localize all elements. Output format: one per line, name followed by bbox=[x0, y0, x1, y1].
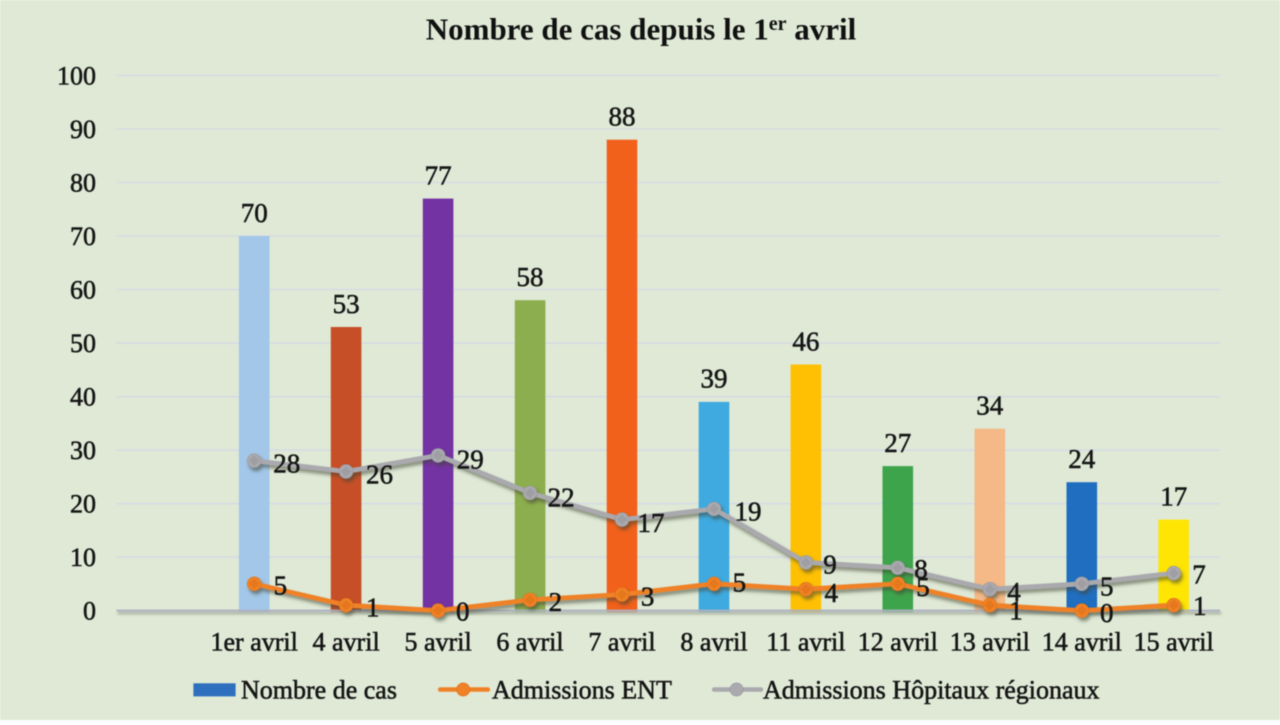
svg-text:17: 17 bbox=[638, 508, 665, 538]
svg-text:11 avril: 11 avril bbox=[766, 628, 845, 657]
svg-text:5: 5 bbox=[916, 572, 930, 602]
svg-text:46: 46 bbox=[792, 326, 819, 356]
svg-text:58: 58 bbox=[517, 262, 544, 292]
svg-text:3: 3 bbox=[641, 581, 655, 611]
svg-text:0: 0 bbox=[83, 597, 96, 626]
svg-text:50: 50 bbox=[70, 329, 96, 358]
svg-text:9: 9 bbox=[823, 549, 837, 579]
svg-text:Nombre de cas: Nombre de cas bbox=[241, 676, 397, 705]
svg-text:1: 1 bbox=[366, 592, 380, 622]
svg-text:7: 7 bbox=[1192, 559, 1206, 589]
svg-text:70: 70 bbox=[70, 222, 96, 251]
svg-text:60: 60 bbox=[70, 276, 96, 305]
svg-text:17: 17 bbox=[1160, 481, 1187, 511]
svg-text:12 avril: 12 avril bbox=[858, 628, 938, 657]
svg-text:26: 26 bbox=[366, 460, 393, 490]
svg-text:1: 1 bbox=[1009, 595, 1023, 625]
svg-text:10: 10 bbox=[70, 543, 96, 572]
svg-text:90: 90 bbox=[70, 115, 96, 144]
svg-text:34: 34 bbox=[976, 391, 1004, 421]
svg-text:7 avril: 7 avril bbox=[588, 628, 655, 657]
svg-text:8 avril: 8 avril bbox=[680, 628, 747, 657]
svg-text:4 avril: 4 avril bbox=[313, 628, 380, 657]
svg-text:20: 20 bbox=[70, 490, 96, 519]
svg-text:100: 100 bbox=[57, 62, 96, 91]
svg-text:Admissions Hôpitaux régionaux: Admissions Hôpitaux régionaux bbox=[763, 676, 1100, 705]
svg-text:0: 0 bbox=[1100, 598, 1114, 628]
svg-text:8: 8 bbox=[914, 554, 928, 584]
svg-text:30: 30 bbox=[70, 436, 96, 465]
svg-text:5: 5 bbox=[274, 571, 288, 601]
svg-text:1er avril: 1er avril bbox=[211, 628, 298, 657]
svg-text:39: 39 bbox=[701, 364, 728, 394]
svg-text:Nombre de cas depuis le 1er av: Nombre de cas depuis le 1er avril bbox=[426, 12, 857, 47]
svg-text:29: 29 bbox=[457, 444, 484, 474]
svg-text:4: 4 bbox=[825, 578, 839, 608]
svg-text:77: 77 bbox=[425, 160, 452, 190]
svg-text:13 avril: 13 avril bbox=[950, 628, 1030, 657]
svg-text:80: 80 bbox=[70, 169, 96, 198]
svg-text:24: 24 bbox=[1068, 444, 1096, 474]
svg-text:28: 28 bbox=[273, 448, 300, 478]
svg-text:15 avril: 15 avril bbox=[1134, 628, 1214, 657]
svg-text:6 avril: 6 avril bbox=[496, 628, 563, 657]
svg-text:88: 88 bbox=[609, 102, 636, 132]
svg-text:14 avril: 14 avril bbox=[1042, 628, 1122, 657]
svg-text:4: 4 bbox=[1007, 577, 1021, 607]
svg-text:70: 70 bbox=[241, 198, 268, 228]
svg-text:40: 40 bbox=[70, 383, 96, 412]
svg-text:0: 0 bbox=[456, 597, 470, 627]
svg-text:5 avril: 5 avril bbox=[405, 628, 472, 657]
svg-text:53: 53 bbox=[333, 289, 360, 319]
svg-text:Admissions ENT: Admissions ENT bbox=[492, 676, 672, 705]
svg-text:27: 27 bbox=[884, 428, 911, 458]
svg-text:22: 22 bbox=[548, 483, 575, 513]
svg-text:5: 5 bbox=[1100, 571, 1114, 601]
svg-text:2: 2 bbox=[549, 587, 563, 617]
svg-text:1: 1 bbox=[1193, 591, 1207, 621]
svg-text:19: 19 bbox=[735, 496, 762, 526]
svg-text:5: 5 bbox=[733, 568, 747, 598]
